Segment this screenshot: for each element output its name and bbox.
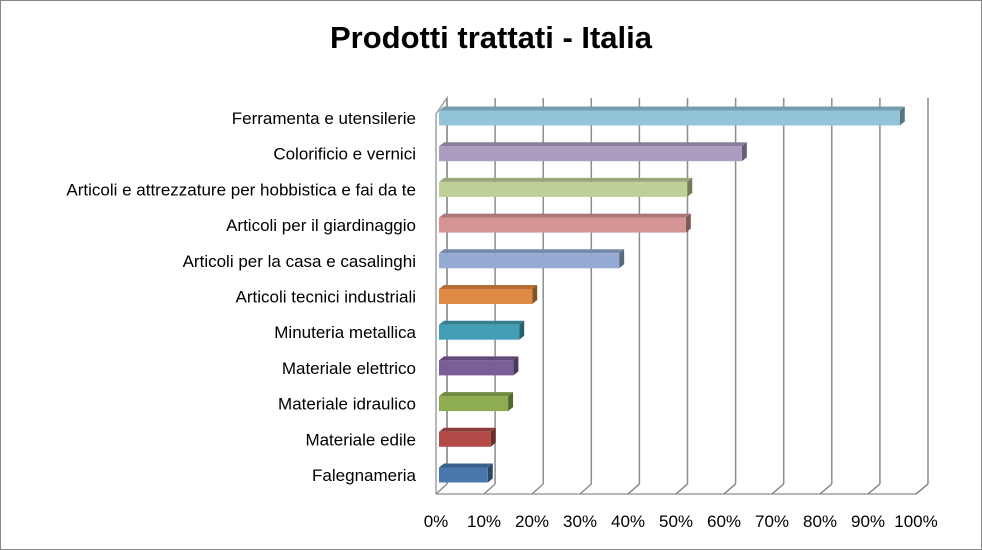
bar-top [439,463,493,468]
bar-top [439,142,747,147]
bar-top [439,356,519,361]
bar-top [439,177,693,182]
chart-title: Prodotti trattati - Italia [329,20,653,55]
bar-group [439,249,625,269]
bar-group [439,320,525,340]
floor-gridline [915,483,929,495]
bar-side [519,320,525,340]
bar-side [532,285,538,304]
x-tick-label: 100% [894,512,937,531]
floor-gridline [531,483,544,495]
bar-side [490,427,496,447]
category-label: Materiale elettrico [282,359,416,378]
bar-side [487,463,493,483]
floor-gridline [483,483,496,495]
bar-top [439,427,496,432]
bar-group [439,177,693,197]
bar-side [687,177,693,197]
bar-group [439,142,747,162]
bar [439,396,509,412]
category-label: Articoli per la casa e casalinghi [183,252,416,271]
bar-group [439,213,691,233]
bar [439,181,688,197]
bar-side [508,392,514,412]
bar-top [439,392,514,397]
category-label: Minuteria metallica [274,323,416,342]
bar-group [439,463,493,483]
category-label: Ferramenta e utensilerie [232,109,416,128]
bar [439,289,533,304]
x-tick-label: 30% [563,512,597,531]
x-tick-label: 20% [515,512,549,531]
category-label: Materiale idraulico [278,395,416,414]
category-label: Materiale edile [305,430,416,449]
bar [439,467,488,483]
floor-gridline [771,483,785,495]
bar-side [685,213,691,233]
x-tick-label: 60% [707,512,741,531]
bar [439,217,686,233]
category-label: Articoli e attrezzature per hobbistica e… [66,180,416,199]
bar-side [619,249,625,269]
x-tick-label: 90% [851,512,885,531]
bar-top [439,249,625,254]
bar-group [439,285,538,304]
x-tick-label: 70% [755,512,789,531]
bar-group [439,392,514,412]
x-tick-label: 0% [424,512,449,531]
floor-gridline [675,483,688,495]
bar-side [513,356,519,376]
bar [439,360,514,376]
bar-top [439,320,525,325]
bar [439,110,900,126]
bar-group [439,427,496,447]
bar-top [439,285,538,289]
bar [439,431,491,447]
bar [439,253,620,269]
floor-gridline [435,483,448,495]
floor-gridline [723,483,737,495]
floor-gridline [579,483,592,495]
floor-gridline [867,483,881,495]
bar [439,324,520,340]
x-tick-label: 40% [611,512,645,531]
x-tick-label: 10% [467,512,501,531]
bar-top [439,213,691,218]
floor-gridline [627,483,640,495]
category-label: Colorificio e vernici [273,145,416,164]
x-tick-label: 50% [659,512,693,531]
category-label: Articoli tecnici industriali [236,288,416,307]
bar-group [439,356,519,376]
category-label: Falegnameria [312,466,416,485]
bar [439,146,742,162]
floor-gridline [819,483,833,495]
bar-top [439,106,905,111]
x-tick-label: 80% [803,512,837,531]
bar-side [741,142,747,162]
bar-group [439,106,905,126]
bar-side [899,106,905,126]
category-label: Articoli per il giardinaggio [226,216,416,235]
